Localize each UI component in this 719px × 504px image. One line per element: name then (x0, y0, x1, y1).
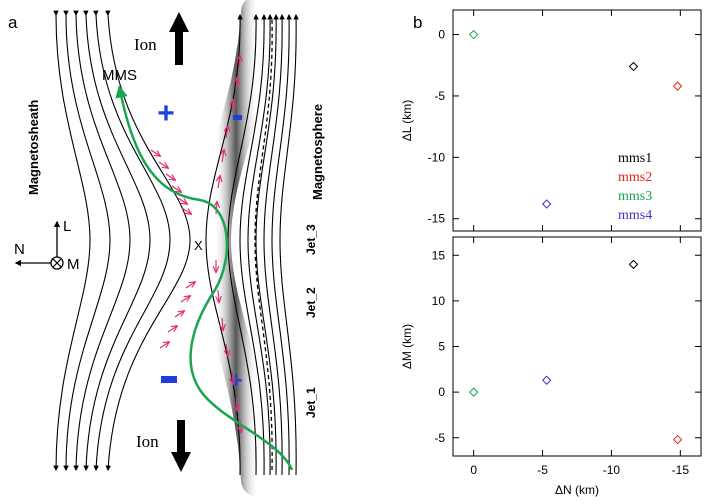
plus-charge-bottom: + (230, 368, 243, 393)
jet-3-label: Jet_3 (304, 224, 318, 255)
y-tick-label: 5 (438, 340, 445, 354)
magnetosheath-label: Magnetosheath (26, 100, 41, 195)
point-mms4 (541, 199, 552, 209)
panel-b-label: b (413, 13, 422, 32)
x-tick-label: -15 (672, 463, 690, 477)
y-tick-label: -15 (428, 212, 446, 226)
minus-charge-top (233, 115, 242, 120)
x-line-label: X (194, 238, 203, 253)
point-mms2 (672, 81, 683, 91)
flow-arrows (150, 56, 241, 432)
y-tick-label: 0 (438, 385, 445, 399)
minus-charge-bottom (161, 376, 177, 383)
ion-arrow-up (169, 12, 189, 65)
chart-dm-vs-dn: 0 -5 -10 -15 -5 0 5 10 15 ΔM (km) ΔN (km) (400, 236, 702, 497)
ion-label-bottom: Ion (136, 432, 159, 451)
point-mms2 (672, 434, 683, 445)
axis-n-label: N (14, 241, 25, 258)
panel-a-label: a (8, 13, 18, 32)
plot-frame-dm (452, 236, 702, 457)
panel-a-diagram: a X Magnetosheath Magnetosph (8, 0, 325, 497)
plus-charge-top: + (157, 97, 175, 130)
ion-label-top: Ion (134, 35, 157, 54)
x-tick-label: 0 (470, 463, 477, 477)
legend-item-mms1: mms1 (618, 151, 652, 166)
panel-b-charts: b 0 -5 -10 -15 ΔL (km) 0 -5 -10 -15 -5 0 5 10 15 ΔM (… (400, 9, 702, 497)
point-mms1 (628, 259, 639, 270)
y-tick-label: -5 (434, 89, 445, 103)
y-tick-label: -5 (434, 431, 445, 445)
mms-trajectory (115, 85, 294, 471)
current-sheet-band (196, 0, 275, 497)
jet-1-label: Jet_1 (304, 387, 318, 418)
x-axis-label: ΔN (km) (555, 483, 599, 497)
coordinate-axes (14, 220, 64, 270)
y-tick-label: 0 (438, 28, 445, 42)
x-tick-label: -10 (603, 463, 621, 477)
ion-arrow-down (171, 420, 191, 472)
magnetosheath-field-lines (53, 10, 191, 472)
legend: mms1 mms2 mms3 mms4 (618, 151, 652, 223)
plot-frame-dl (452, 9, 702, 232)
y-axis-label: ΔL (km) (400, 100, 414, 142)
legend-item-mms3: mms3 (618, 189, 652, 204)
point-mms1 (628, 61, 639, 72)
y-tick-label: -10 (428, 150, 446, 164)
mms-label: MMS (102, 67, 137, 84)
y-tick-label: 10 (432, 294, 446, 308)
point-mms3 (468, 29, 479, 40)
x-tick-label: -5 (537, 463, 548, 477)
chart-dl-vs-dn: 0 -5 -10 -15 ΔL (km) (400, 9, 702, 232)
magnetosphere-label: Magnetosphere (310, 104, 325, 200)
y-tick-label: 15 (432, 248, 446, 262)
y-axis-label: ΔM (km) (400, 324, 414, 369)
legend-item-mms4: mms4 (618, 208, 652, 223)
axis-m-label: M (67, 256, 80, 273)
jet-2-label: Jet_2 (304, 287, 318, 318)
point-mms3 (468, 387, 479, 397)
point-mms4 (541, 375, 552, 385)
legend-item-mms2: mms2 (618, 170, 652, 185)
axis-l-label: L (63, 218, 71, 235)
